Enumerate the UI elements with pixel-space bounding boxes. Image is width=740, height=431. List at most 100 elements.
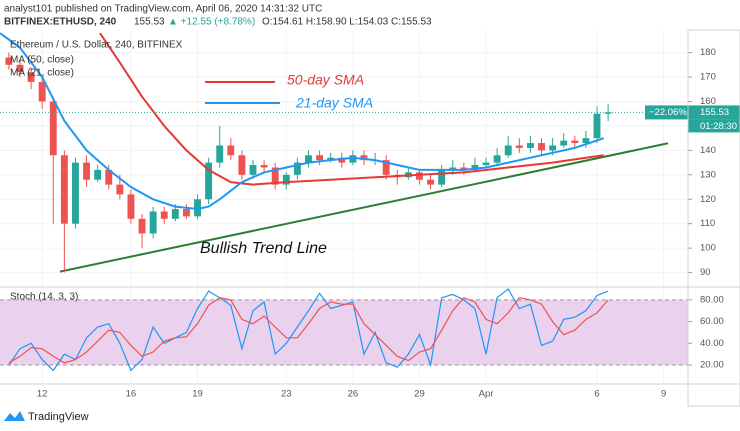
candle-body [349, 155, 357, 163]
candle-body [316, 155, 324, 161]
price-axis-frame [687, 29, 740, 407]
candle-body [526, 143, 534, 148]
x-tick-label: 6 [594, 389, 599, 400]
y-tick-label: 80.00 [700, 294, 724, 305]
candle-body [38, 81, 46, 102]
published-line: analyst101 published on TradingView.com,… [4, 4, 322, 15]
y-tick-label: 130 [700, 169, 716, 180]
x-tick-label: 16 [126, 389, 137, 400]
candle-body [549, 145, 557, 151]
candle-body [238, 155, 246, 175]
candle-body [94, 169, 102, 180]
candle-body [138, 218, 146, 234]
x-tick-label: 29 [414, 389, 425, 400]
last-price-change: −22.06% [649, 107, 687, 118]
footer-brand: TradingView [28, 411, 89, 423]
y-tick-label: 90 [700, 267, 711, 278]
candle-body [593, 113, 601, 139]
candle-body [560, 140, 568, 146]
change: ▲ +12.55 (+8.78%) [168, 17, 255, 28]
candle-body [49, 101, 57, 156]
candle-body [105, 169, 113, 185]
candle-body [282, 174, 290, 185]
chart-title: Ethereum / U.S. Dollar, 240, BITFINEX [10, 40, 183, 51]
candle-body [216, 145, 224, 163]
candle-body [293, 162, 301, 175]
candle-body [83, 162, 90, 180]
candle-body [416, 172, 423, 180]
countdown: 01:28:30 [700, 121, 737, 132]
y-tick-label: 170 [700, 72, 716, 83]
candle-body [438, 169, 446, 185]
candle-body [571, 140, 579, 144]
candle-body [515, 145, 523, 148]
trend-line [59, 142, 669, 273]
candle-body [27, 72, 35, 82]
legend-entry: MA (50, close) [10, 55, 74, 66]
candle-body [72, 162, 79, 224]
annotation: Bullish Trend Line [200, 240, 327, 257]
candle-body [60, 155, 68, 224]
y-tick-label: 180 [700, 47, 716, 58]
candle-body [116, 184, 124, 195]
candle-body [604, 112, 612, 114]
y-tick-label: 110 [700, 218, 715, 229]
x-tick-label: 26 [348, 389, 359, 400]
candle-body [305, 155, 312, 163]
ma-line [0, 32, 605, 211]
candle-body [460, 167, 468, 170]
candle-body [327, 157, 335, 161]
candle-body [5, 57, 13, 65]
y-tick-label: 100 [700, 243, 716, 254]
symbol: BITFINEX:ETHUSD, 240 [4, 17, 117, 28]
candle-body [249, 165, 257, 175]
last-price-value: 155.53 [700, 107, 729, 118]
footer-logo [4, 411, 25, 421]
x-tick-label: Apr [479, 389, 494, 400]
candle-body [493, 155, 501, 163]
last-price-box [645, 105, 740, 120]
candle-body [149, 211, 157, 234]
candle-body [449, 167, 457, 170]
candle-body [582, 138, 590, 144]
stoch-line [8, 296, 609, 364]
annotation: 50-day SMA [287, 72, 364, 88]
candle-body [338, 157, 346, 163]
countdown-box [688, 119, 740, 133]
candle-body [160, 211, 168, 219]
candle-body [504, 145, 512, 156]
x-tick-label: 12 [37, 389, 48, 400]
stoch-band [0, 299, 688, 365]
y-tick-label: 60.00 [700, 316, 724, 327]
candle-body [171, 209, 179, 219]
candle-body [205, 162, 213, 200]
candle-body [260, 165, 268, 168]
candle-body [427, 179, 434, 185]
ohlc: O:154.61 H:158.90 L:154.03 C:155.53 [262, 17, 432, 28]
x-tick-label: 23 [281, 389, 292, 400]
price: 155.53 [134, 17, 165, 28]
candle-body [182, 209, 190, 217]
stoch-line [8, 288, 609, 372]
y-tick-label: 40.00 [700, 338, 724, 349]
y-tick-label: 140 [700, 145, 716, 156]
y-tick-label: 160 [700, 96, 716, 107]
candle-body [127, 194, 135, 219]
plot: 121619232629Apr6990100110120130140150160… [0, 30, 740, 400]
candle-body [194, 199, 201, 217]
y-tick-label: 120 [700, 194, 716, 205]
candle-body [471, 165, 479, 170]
x-tick-label: 9 [661, 389, 666, 400]
legend-entry: MA (21, close) [10, 68, 74, 79]
candle-body [382, 160, 390, 175]
ma-line [99, 32, 604, 186]
candle-body [360, 155, 368, 161]
candle-body [538, 143, 545, 151]
annotation: 21-day SMA [295, 95, 373, 111]
candle-body [482, 162, 490, 166]
stoch-title: Stoch (14, 3, 3) [10, 292, 78, 303]
x-tick-label: 19 [192, 389, 203, 400]
y-tick-label: 20.00 [700, 359, 724, 370]
candle-body [271, 167, 279, 185]
